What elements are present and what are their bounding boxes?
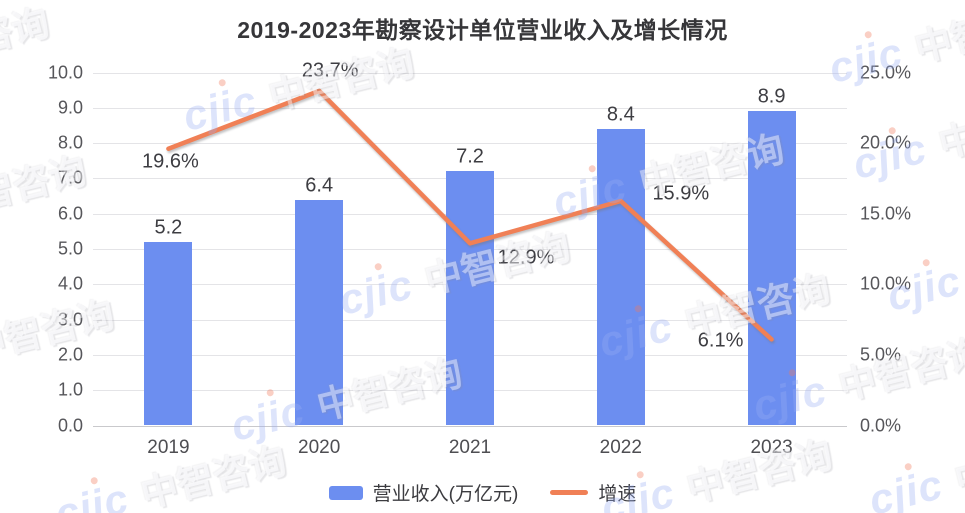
bar-value-label: 6.4 bbox=[305, 174, 334, 197]
left-axis-tick: 5.0 bbox=[57, 238, 83, 259]
gridline bbox=[93, 72, 847, 74]
right-axis-tick: 5.0% bbox=[860, 344, 902, 365]
growth-legend-label: 增速 bbox=[598, 484, 637, 505]
watermark-logo-dot-icon bbox=[218, 78, 227, 87]
line-value-label: 6.1% bbox=[697, 329, 744, 352]
left-axis-tick: 3.0 bbox=[57, 309, 83, 330]
watermark-logo-dot-icon bbox=[636, 470, 645, 479]
x-axis-label: 2022 bbox=[599, 437, 642, 458]
line-value-label: 12.9% bbox=[497, 246, 555, 269]
bar-value-label: 7.2 bbox=[456, 145, 484, 168]
left-axis-tick: 4.0 bbox=[57, 273, 83, 294]
right-axis-tick: 15.0% bbox=[860, 203, 912, 224]
bar-value-label: 8.4 bbox=[606, 103, 635, 126]
revenue-bar bbox=[295, 199, 344, 426]
x-axis-label: 2023 bbox=[750, 437, 793, 458]
watermark-logo-dot-icon bbox=[922, 258, 931, 267]
right-axis-tick: 0.0% bbox=[860, 415, 902, 435]
watermark-logo-dot-icon bbox=[904, 462, 913, 471]
left-axis-tick: 10.0 bbox=[47, 62, 83, 82]
revenue-bar bbox=[596, 128, 645, 426]
watermark-logo-dot-icon bbox=[374, 262, 383, 271]
left-axis-tick: 6.0 bbox=[57, 203, 83, 224]
right-axis-tick: 25.0% bbox=[860, 62, 912, 82]
gridline bbox=[93, 107, 847, 109]
left-axis-tick: 8.0 bbox=[57, 132, 83, 153]
left-axis-tick: 1.0 bbox=[57, 379, 83, 400]
x-axis-label: 2021 bbox=[448, 437, 492, 458]
chart-title: 2019-2023年勘察设计单位营业收入及增长情况 bbox=[237, 17, 728, 43]
watermark-logo-text: cjic bbox=[334, 260, 418, 324]
line-value-label: 19.6% bbox=[142, 150, 199, 173]
left-axis-tick: 2.0 bbox=[57, 344, 83, 365]
watermark-brand-text: 中智咨询 bbox=[834, 331, 965, 408]
x-axis-label: 2019 bbox=[147, 437, 190, 458]
revenue-bar bbox=[747, 111, 796, 426]
gridline bbox=[93, 143, 847, 145]
revenue-legend-label: 营业收入(万亿元) bbox=[372, 484, 519, 505]
gridline bbox=[93, 425, 847, 427]
revenue-bar bbox=[446, 171, 494, 426]
bar-value-label: 8.9 bbox=[757, 85, 786, 108]
revenue-bar bbox=[144, 241, 193, 426]
revenue-legend-swatch bbox=[328, 485, 363, 500]
x-axis-label: 2020 bbox=[298, 437, 341, 458]
left-axis-tick: 9.0 bbox=[57, 97, 83, 118]
left-axis-tick: 0.0 bbox=[57, 415, 83, 435]
line-value-label: 15.9% bbox=[652, 182, 710, 205]
right-axis-tick: 10.0% bbox=[860, 273, 912, 294]
bar-value-label: 5.2 bbox=[154, 216, 183, 239]
watermark-logo-dot-icon bbox=[588, 164, 597, 173]
watermark-brand-text: 中智咨询 bbox=[934, 89, 965, 166]
line-value-label: 23.7% bbox=[301, 59, 359, 82]
chart-legend: 营业收入(万亿元) 增速 bbox=[0, 479, 965, 506]
left-axis-tick: 7.0 bbox=[57, 167, 83, 188]
right-axis-tick: 20.0% bbox=[860, 132, 912, 153]
growth-legend-swatch bbox=[550, 490, 589, 495]
